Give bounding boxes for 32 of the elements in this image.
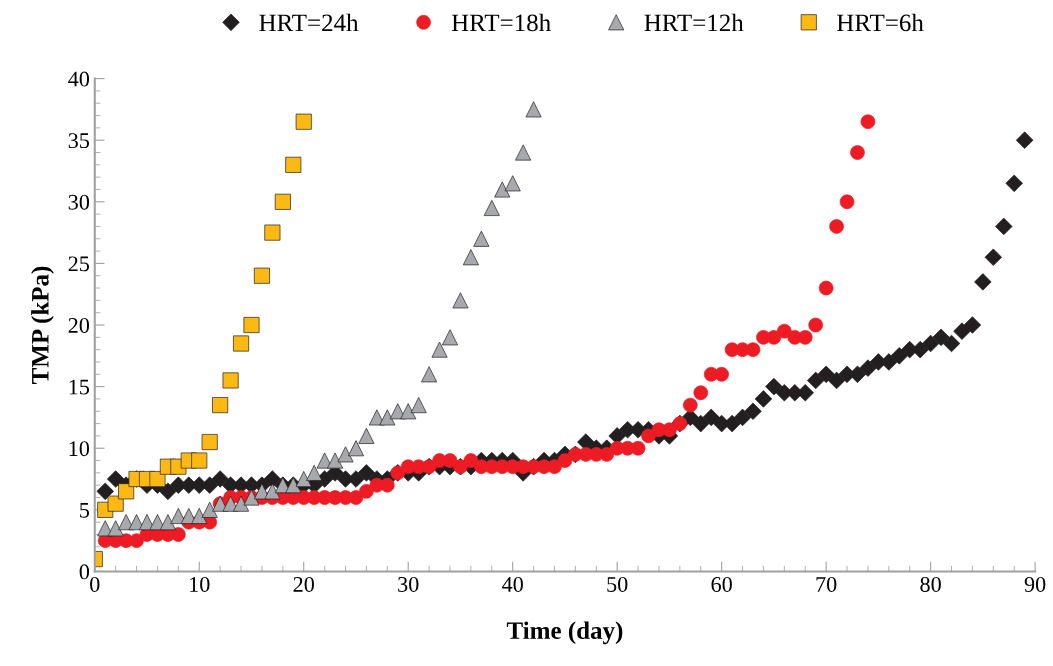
y-tick-label: 10 — [69, 441, 90, 457]
x-axis-title: Time (day) — [506, 621, 623, 645]
y-tick-label: 20 — [68, 317, 90, 333]
x-tick-label: 60 — [711, 576, 732, 592]
point — [504, 175, 521, 192]
y-tick-label: 40 — [68, 71, 90, 87]
x-tick-label: 50 — [607, 576, 628, 592]
point — [243, 317, 260, 333]
point — [410, 397, 427, 414]
y-tick-label: 35 — [68, 133, 90, 149]
point — [233, 335, 250, 352]
legend-label: HRT=18h — [451, 13, 551, 32]
y-tick-label: 15 — [69, 379, 90, 395]
legend-label: HRT=12h — [644, 13, 744, 32]
x-tick-label: 10 — [190, 576, 210, 592]
x-tick-label: 40 — [502, 576, 523, 592]
y-tick-label: 30 — [68, 194, 90, 210]
y-tick-label: 25 — [68, 256, 90, 272]
y-tick-label: 0 — [79, 564, 90, 580]
x-tick-label: 20 — [293, 576, 314, 592]
legend-label: HRT=24h — [259, 13, 359, 32]
x-tick-label: 0 — [90, 576, 100, 592]
x-tick-label: 70 — [816, 576, 837, 592]
y-axis-title: TMP (kPa) — [31, 266, 54, 384]
point — [421, 366, 438, 383]
x-tick-label: 30 — [398, 576, 419, 592]
y-tick-label: 5 — [80, 502, 90, 518]
point — [212, 397, 229, 414]
x-tick-label: 90 — [1024, 576, 1046, 592]
x-tick-label: 80 — [920, 576, 941, 592]
point — [253, 267, 270, 284]
legend-label: HRT=6h — [837, 13, 924, 32]
